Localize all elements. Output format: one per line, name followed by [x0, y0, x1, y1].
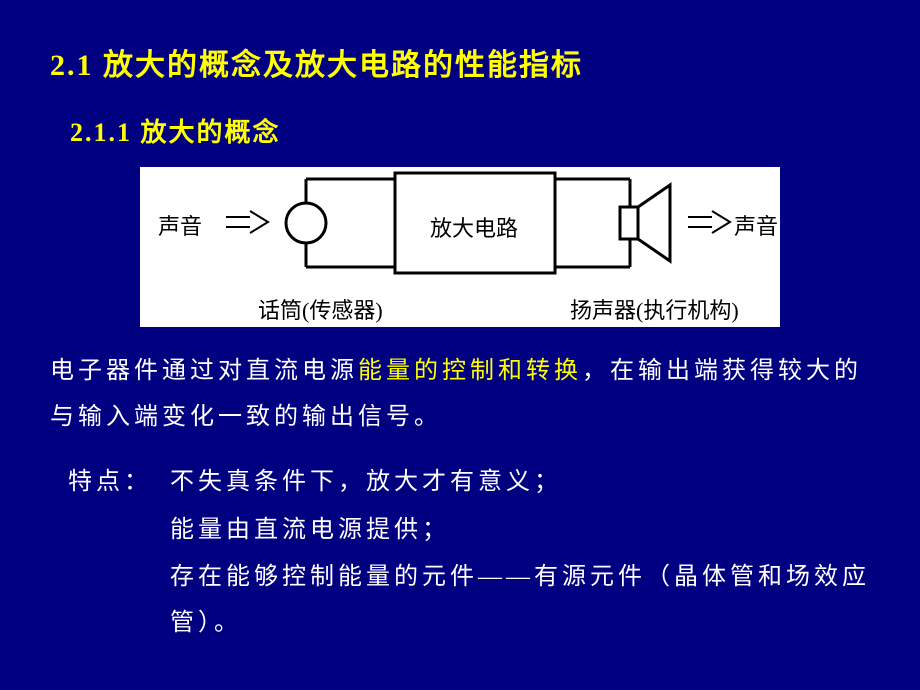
features-list: 不失真条件下，放大才有意义； 能量由直流电源提供； 存在能够控制能量的元件——有…: [170, 460, 870, 648]
amplifier-block-diagram: 声音 放大电路 声音 话筒(传感器) 扬声器(执行机构): [140, 167, 780, 327]
description-paragraph: 电子器件通过对直流电源能量的控制和转换，在输出端获得较大的与输入端变化一致的输出…: [50, 349, 870, 440]
features-label: 特点：: [68, 460, 152, 648]
features-block: 特点： 不失真条件下，放大才有意义； 能量由直流电源提供； 存在能够控制能量的元…: [68, 460, 870, 648]
para-highlight: 能量的控制和转换: [358, 358, 582, 384]
feature-item: 不失真条件下，放大才有意义；: [170, 460, 870, 506]
diagram-bottom-left-label: 话筒(传感器): [258, 293, 383, 325]
subsection-title: 2.1.1 放大的概念: [70, 112, 870, 149]
diagram-left-label: 声音: [158, 209, 202, 241]
diagram-right-label: 声音: [734, 209, 778, 241]
feature-item: 存在能够控制能量的元件——有源元件（晶体管和场效应管）。: [170, 555, 870, 646]
para-pre: 电子器件通过对直流电源: [50, 358, 358, 384]
diagram-container: 声音 放大电路 声音 话筒(传感器) 扬声器(执行机构): [50, 167, 870, 327]
section-title: 2.1 放大的概念及放大电路的性能指标: [50, 40, 870, 84]
diagram-bottom-right-label: 扬声器(执行机构): [570, 293, 739, 325]
feature-item: 能量由直流电源提供；: [170, 508, 870, 554]
slide: 2.1 放大的概念及放大电路的性能指标 2.1.1 放大的概念: [0, 0, 920, 679]
diagram-center-label: 放大电路: [430, 211, 518, 243]
